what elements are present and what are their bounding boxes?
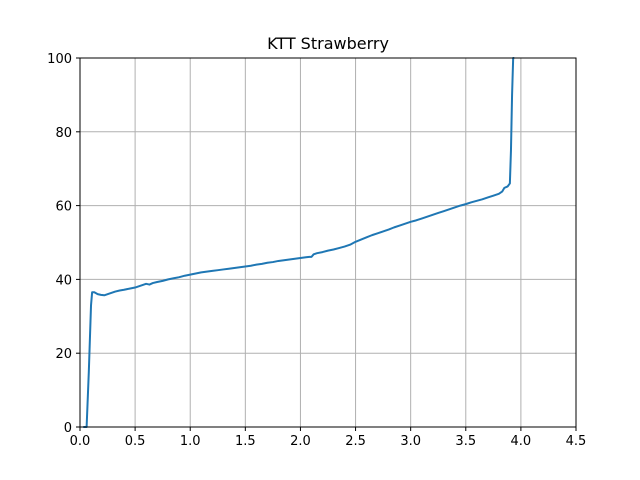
y-tick-label: 60	[55, 200, 72, 215]
plot-area	[83, 57, 515, 428]
x-tick-label: 1.5	[235, 434, 256, 449]
chart-title: KTT Strawberry	[267, 34, 389, 53]
x-tick-label: 3.0	[400, 434, 421, 449]
y-tick-label: 100	[47, 52, 72, 67]
x-tick-label: 2.5	[345, 434, 366, 449]
x-tick-label: 0.5	[125, 434, 146, 449]
series-line	[83, 57, 515, 428]
y-tick-label: 80	[55, 126, 72, 141]
x-tick-label: 4.0	[511, 434, 532, 449]
x-tick-label: 1.0	[180, 434, 201, 449]
y-tick-label: 0	[64, 421, 72, 436]
x-tick-label: 4.5	[566, 434, 587, 449]
axis-ticks: 0.0 0.5 1.0 1.5 2.0 2.5 3.0 3.5 4.0 4.5 0 20 40 60 80 1…	[47, 52, 586, 449]
axes-frame	[79, 57, 577, 428]
y-tick-label: 40	[55, 273, 72, 288]
x-tick-label: 0.0	[70, 434, 91, 449]
y-tick-label: 20	[55, 347, 72, 362]
x-tick-label: 2.0	[290, 434, 311, 449]
x-tick-label: 3.5	[455, 434, 476, 449]
